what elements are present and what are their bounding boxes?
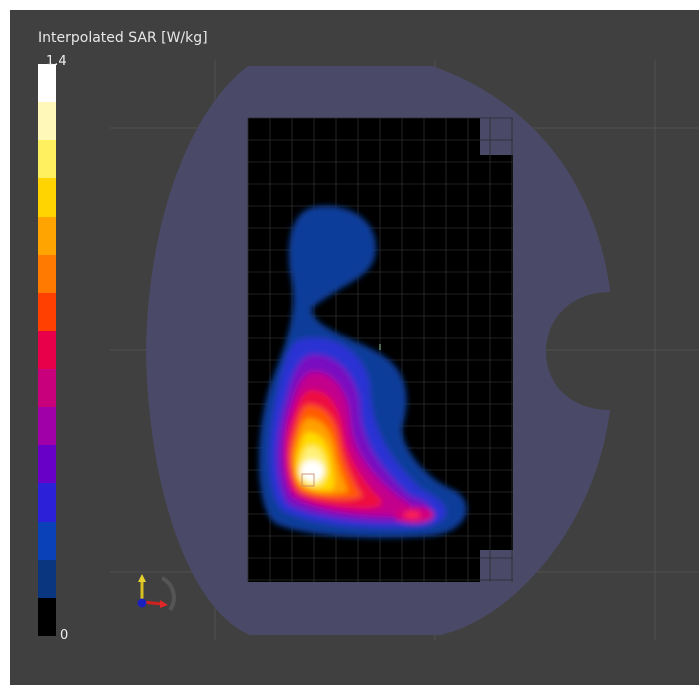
colorbar-segment xyxy=(38,559,56,599)
colorbar-segment xyxy=(38,445,56,484)
colorbar-segment xyxy=(38,330,56,370)
colorbar-segment xyxy=(38,521,56,561)
colorbar-segment xyxy=(38,254,56,294)
colorbar-segment xyxy=(38,597,56,637)
colorbar-segment xyxy=(38,407,56,446)
colorbar-segment xyxy=(38,216,56,256)
colorbar-segment xyxy=(38,102,56,141)
colorbar-segment xyxy=(38,369,56,408)
legend-title: Interpolated SAR [W/kg] xyxy=(38,30,208,46)
xyz-axes-triad-icon[interactable] xyxy=(132,570,182,620)
colorbar-min-label: 0 xyxy=(60,628,69,643)
colorbar-max-label: 1.4 xyxy=(46,54,67,69)
colorbar-segment xyxy=(38,178,56,218)
sar-colorbar xyxy=(38,64,56,637)
grid-marker xyxy=(301,473,315,487)
colorbar-segment xyxy=(38,292,56,332)
colorbar-segment xyxy=(38,64,56,103)
sar-3d-viewport[interactable]: Interpolated SAR [W/kg] 1.4 0 xyxy=(10,10,699,685)
colorbar-segment xyxy=(38,483,56,523)
sar-scene xyxy=(110,60,699,640)
sar-distribution xyxy=(258,205,467,538)
colorbar-segment xyxy=(38,140,56,179)
